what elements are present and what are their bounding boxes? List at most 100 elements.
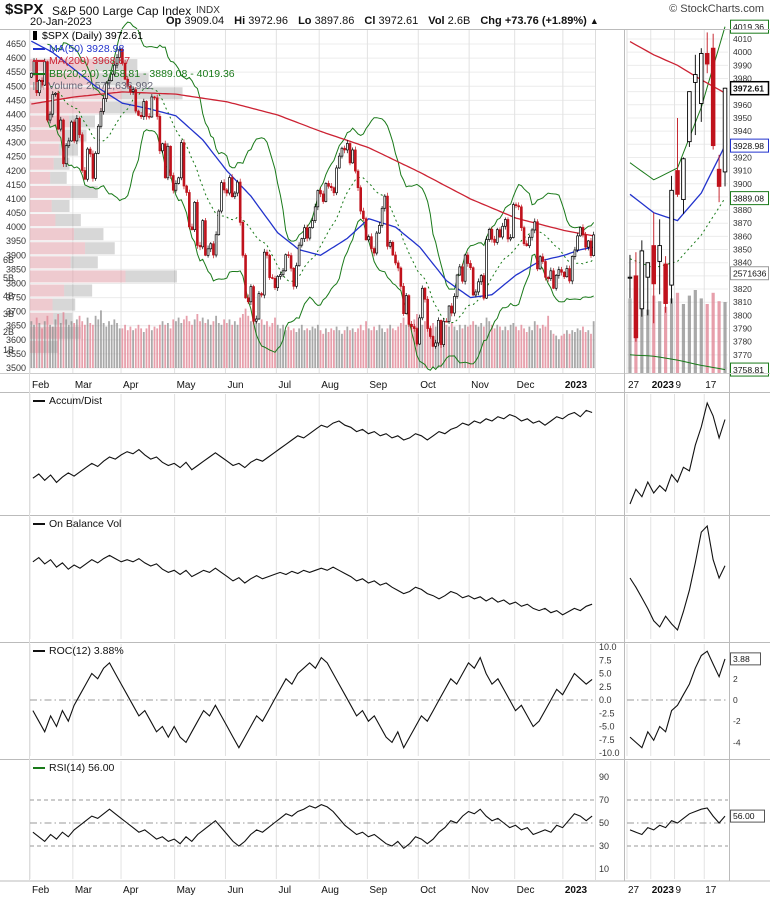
svg-text:-2: -2	[733, 716, 741, 726]
svg-text:-10.0: -10.0	[599, 748, 620, 758]
svg-text:3B: 3B	[3, 309, 14, 319]
rsi-label: RSI(14) 56.00	[49, 762, 115, 774]
svg-text:27: 27	[628, 380, 640, 391]
svg-text:3810: 3810	[733, 297, 752, 307]
svg-text:Nov: Nov	[471, 885, 489, 896]
legend-ma50-label: MA(50) 3928.98	[49, 42, 125, 55]
svg-text:2.5: 2.5	[599, 682, 612, 692]
accum-dist-label: Accum/Dist	[49, 395, 103, 407]
svg-text:3900: 3900	[6, 250, 26, 260]
svg-text:4000: 4000	[6, 222, 26, 232]
legend-volume: Volume 2,571,636,992	[33, 80, 235, 93]
up-arrow-icon: ▲	[589, 16, 599, 26]
svg-text:7.5: 7.5	[599, 655, 612, 665]
symbol: $SPX	[5, 1, 44, 18]
svg-text:Feb: Feb	[32, 885, 50, 896]
svg-text:50: 50	[599, 818, 609, 828]
rsi-line-icon	[33, 767, 45, 769]
svg-text:4019.36: 4019.36	[733, 22, 764, 32]
svg-text:3820: 3820	[733, 284, 752, 294]
svg-text:4500: 4500	[6, 81, 26, 91]
svg-text:3800: 3800	[6, 278, 26, 288]
copyright: © StockCharts.com	[669, 3, 764, 15]
svg-text:4000: 4000	[733, 47, 752, 57]
svg-text:Dec: Dec	[517, 380, 535, 391]
svg-text:Aug: Aug	[321, 885, 339, 896]
legend-spx: $SPX (Daily) 3972.61	[33, 30, 235, 43]
svg-text:Mar: Mar	[75, 380, 93, 391]
svg-text:3889.08: 3889.08	[733, 193, 764, 203]
svg-text:3870: 3870	[733, 218, 752, 228]
legend-ma200-label: MA(200) 3968.87	[49, 55, 131, 67]
svg-text:3840: 3840	[733, 258, 752, 268]
svg-text:-7.5: -7.5	[599, 735, 615, 745]
exchange-label: INDX	[196, 5, 220, 16]
svg-text:27: 27	[628, 885, 640, 896]
high-label: Hi	[234, 15, 246, 27]
svg-text:2: 2	[733, 674, 738, 684]
open-label: Op	[166, 15, 182, 27]
legend-bollinger-label: BB(20,2.0) 3758.81 - 3889.08 - 4019.36	[49, 67, 235, 80]
obv-legend: On Balance Vol	[33, 518, 121, 530]
svg-text:2023: 2023	[565, 885, 588, 896]
svg-text:3850: 3850	[733, 245, 752, 255]
svg-text:3960: 3960	[733, 100, 752, 110]
svg-text:3910: 3910	[733, 166, 752, 176]
roc-legend: ROC(12) 3.88%	[33, 645, 124, 657]
obv-label: On Balance Vol	[49, 518, 122, 530]
svg-text:17: 17	[705, 380, 717, 391]
svg-text:2023: 2023	[652, 885, 675, 896]
svg-text:3980: 3980	[733, 73, 752, 83]
accum-dist-line-icon	[33, 400, 45, 402]
low-label: Lo	[298, 15, 312, 27]
svg-text:3790: 3790	[733, 324, 752, 334]
svg-text:4650: 4650	[6, 39, 26, 49]
svg-text:3950: 3950	[6, 236, 26, 246]
svg-text:3900: 3900	[733, 179, 752, 189]
svg-text:4350: 4350	[6, 124, 26, 134]
svg-text:4550: 4550	[6, 67, 26, 77]
roc-label: ROC(12) 3.88%	[49, 645, 124, 657]
svg-text:Apr: Apr	[123, 380, 139, 391]
svg-text:3700: 3700	[6, 307, 26, 317]
svg-text:3550: 3550	[6, 349, 26, 359]
svg-text:3.88: 3.88	[733, 654, 750, 664]
svg-text:3940: 3940	[733, 126, 752, 136]
svg-text:4100: 4100	[6, 194, 26, 204]
low-value: 3897.86	[314, 15, 355, 27]
open-value: 3909.04	[184, 15, 225, 27]
svg-text:Sep: Sep	[369, 380, 387, 391]
legend-volume-label: Volume 2,571,636,992	[48, 80, 154, 92]
svg-text:Sep: Sep	[369, 885, 387, 896]
ma200-line-icon	[33, 60, 45, 62]
svg-text:3758.81: 3758.81	[733, 365, 764, 375]
svg-text:Nov: Nov	[471, 380, 489, 391]
svg-text:30: 30	[599, 841, 609, 851]
svg-text:-4: -4	[733, 737, 741, 747]
svg-text:Jun: Jun	[227, 380, 243, 391]
svg-text:2023: 2023	[652, 380, 675, 391]
svg-text:0.0: 0.0	[599, 695, 612, 705]
svg-text:4400: 4400	[6, 109, 26, 119]
svg-text:3780: 3780	[733, 337, 752, 347]
svg-text:4B: 4B	[3, 291, 14, 301]
ma50-line-icon	[33, 47, 45, 50]
svg-text:70: 70	[599, 795, 609, 805]
svg-text:3600: 3600	[6, 335, 26, 345]
header: $SPX S&P 500 Large Cap Index INDX © Stoc…	[0, 0, 770, 28]
svg-text:5B: 5B	[3, 273, 14, 283]
svg-text:Feb: Feb	[32, 380, 50, 391]
svg-text:Apr: Apr	[123, 885, 139, 896]
svg-text:4200: 4200	[6, 166, 26, 176]
svg-text:90: 90	[599, 772, 609, 782]
svg-text:3990: 3990	[733, 60, 752, 70]
svg-text:3500: 3500	[6, 363, 26, 373]
svg-text:9: 9	[676, 380, 682, 391]
svg-text:Jul: Jul	[278, 885, 291, 896]
svg-text:4600: 4600	[6, 53, 26, 63]
legend-bollinger: BB(20,2.0) 3758.81 - 3889.08 - 4019.36	[33, 68, 235, 81]
svg-text:10: 10	[599, 864, 609, 874]
rsi-legend: RSI(14) 56.00	[33, 762, 114, 774]
